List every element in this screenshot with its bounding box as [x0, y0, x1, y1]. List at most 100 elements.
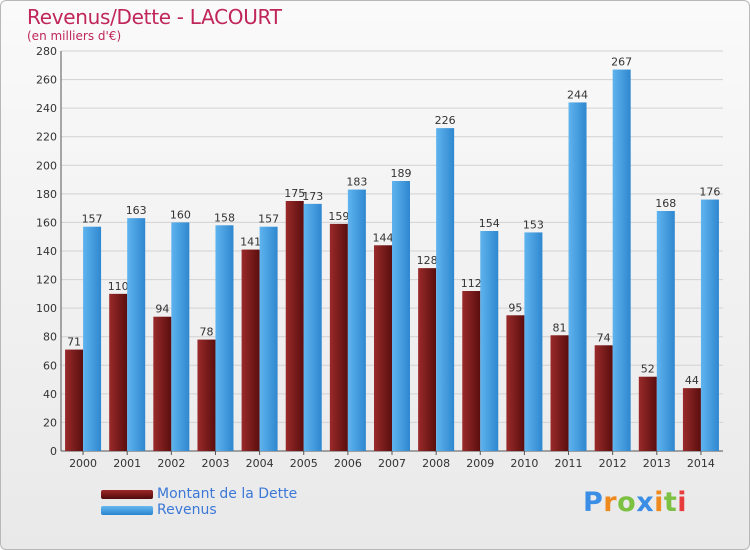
- bar-dette: [285, 201, 304, 451]
- x-tick-label: 2004: [246, 457, 274, 470]
- bar-dette: [329, 223, 348, 451]
- data-label-revenus: 163: [126, 204, 147, 217]
- bar-dette: [462, 291, 481, 451]
- y-tick-label: 60: [43, 359, 57, 372]
- data-label-dette: 52: [641, 363, 655, 376]
- legend-label-revenus: Revenus: [157, 502, 217, 518]
- legend-swatch-revenus: [101, 506, 153, 515]
- x-tick-label: 2003: [201, 457, 229, 470]
- bar-dette: [682, 388, 701, 451]
- bar-revenus: [656, 211, 675, 451]
- data-label-revenus: 267: [611, 56, 632, 69]
- x-tick-label: 2008: [422, 457, 450, 470]
- logo-letter: x: [636, 487, 655, 518]
- logo-letter: r: [603, 487, 618, 518]
- x-tick-label: 2005: [290, 457, 318, 470]
- bar-revenus: [171, 222, 190, 451]
- logo-letter: i: [677, 487, 688, 518]
- data-label-dette: 95: [508, 301, 522, 314]
- bar-revenus: [347, 189, 366, 452]
- y-tick-label: 160: [36, 216, 57, 229]
- y-tick-label: 120: [36, 274, 57, 287]
- data-label-revenus: 173: [302, 190, 323, 203]
- data-label-revenus: 244: [567, 88, 588, 101]
- data-label-dette: 128: [417, 254, 438, 267]
- data-label-revenus: 157: [258, 213, 279, 226]
- x-tick-label: 2010: [510, 457, 538, 470]
- chart-subtitle: (en milliers d'€): [27, 29, 122, 43]
- bar-dette: [418, 268, 437, 451]
- bar-dette: [197, 339, 216, 451]
- data-label-dette: 81: [553, 321, 567, 334]
- data-label-revenus: 154: [479, 217, 500, 230]
- bar-dette: [506, 315, 525, 451]
- data-label-dette: 94: [155, 303, 169, 316]
- bar-revenus: [215, 225, 234, 451]
- bar-revenus: [259, 226, 278, 451]
- data-label-revenus: 168: [655, 197, 676, 210]
- x-tick-label: 2014: [687, 457, 715, 470]
- bar-revenus: [436, 128, 455, 451]
- data-label-revenus: 226: [435, 114, 456, 127]
- bar-dette: [550, 335, 569, 451]
- proxiti-logo: Proxiti: [583, 487, 687, 518]
- data-label-revenus: 153: [523, 218, 544, 231]
- bar-revenus: [83, 226, 102, 451]
- bar-revenus: [612, 69, 631, 452]
- data-label-dette: 144: [373, 231, 394, 244]
- data-label-revenus: 176: [699, 186, 720, 199]
- data-label-dette: 159: [328, 210, 349, 223]
- bar-revenus: [127, 218, 146, 451]
- data-label-revenus: 189: [391, 167, 412, 180]
- data-label-revenus: 160: [170, 208, 191, 221]
- y-tick-label: 200: [36, 159, 57, 172]
- data-label-dette: 74: [597, 331, 611, 344]
- chart-title: Revenus/Dette - LACOURT: [27, 5, 282, 29]
- y-tick-label: 180: [36, 188, 57, 201]
- data-label-revenus: 157: [82, 213, 103, 226]
- logo-letter: P: [583, 487, 604, 518]
- x-tick-label: 2000: [69, 457, 97, 470]
- y-tick-label: 0: [50, 445, 57, 458]
- bar-dette: [153, 316, 172, 451]
- y-tick-label: 80: [43, 331, 57, 344]
- y-tick-label: 220: [36, 131, 57, 144]
- bar-revenus: [303, 203, 322, 451]
- x-tick-label: 2009: [466, 457, 494, 470]
- data-label-dette: 141: [240, 236, 261, 249]
- x-tick-label: 2011: [555, 457, 583, 470]
- data-label-dette: 110: [108, 280, 129, 293]
- bar-dette: [594, 345, 613, 451]
- bar-dette: [65, 349, 84, 451]
- y-tick-label: 280: [36, 45, 57, 58]
- logo-letter: i: [654, 487, 664, 518]
- x-tick-label: 2002: [157, 457, 185, 470]
- y-tick-label: 20: [43, 416, 57, 429]
- y-tick-label: 140: [36, 245, 57, 258]
- bar-revenus: [568, 102, 587, 451]
- x-tick-label: 2007: [378, 457, 406, 470]
- bar-dette: [638, 376, 657, 451]
- y-tick-label: 240: [36, 102, 57, 115]
- data-label-dette: 71: [67, 336, 81, 349]
- legend-label-dette: Montant de la Dette: [157, 486, 298, 502]
- y-tick-label: 40: [43, 388, 57, 401]
- y-tick-label: 100: [36, 302, 57, 315]
- logo-letter: o: [617, 487, 637, 518]
- bar-revenus: [480, 231, 499, 451]
- bar-revenus: [524, 232, 543, 451]
- x-tick-label: 2012: [599, 457, 627, 470]
- bar-revenus: [392, 181, 410, 451]
- bar-revenus: [700, 199, 719, 451]
- x-tick-label: 2006: [334, 457, 362, 470]
- bar-dette: [109, 293, 128, 451]
- x-tick-label: 2013: [643, 457, 671, 470]
- data-label-dette: 44: [685, 374, 699, 387]
- bar-dette: [241, 249, 260, 451]
- data-label-revenus: 158: [214, 211, 235, 224]
- data-label-dette: 112: [461, 277, 482, 290]
- bar-dette: [374, 245, 392, 451]
- data-label-dette: 78: [199, 326, 213, 339]
